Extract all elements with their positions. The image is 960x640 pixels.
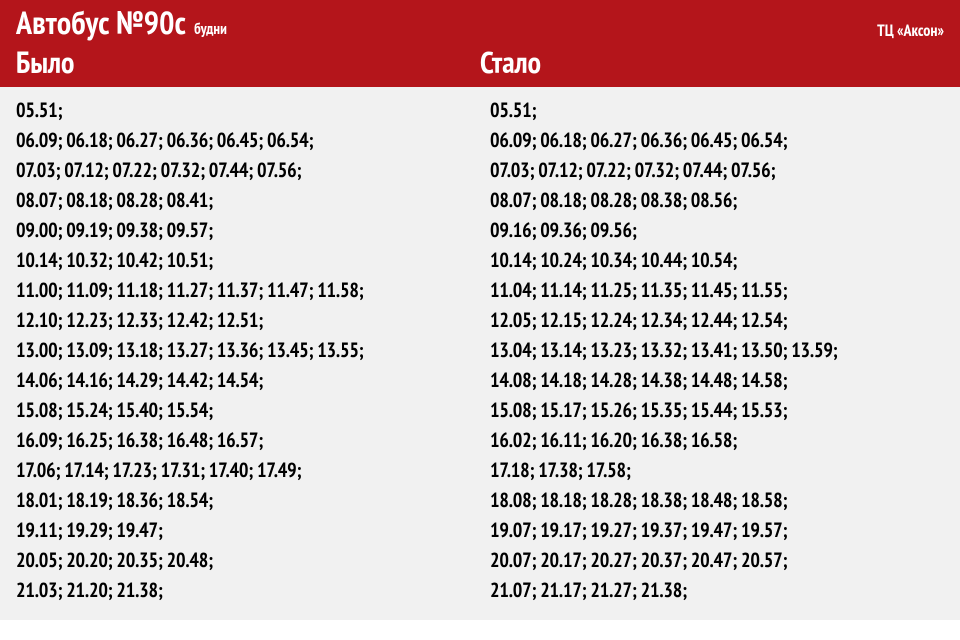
schedule-row: 14.08; 14.18; 14.28; 14.38; 14.48; 14.58… xyxy=(490,370,944,390)
schedule-row: 15.08; 15.17; 15.26; 15.35; 15.44; 15.53… xyxy=(490,400,944,420)
schedule-row: 20.05; 20.20; 20.35; 20.48; xyxy=(16,550,470,570)
col-now: 05.51; 06.09; 06.18; 06.27; 06.36; 06.45… xyxy=(480,95,944,610)
schedule-row: 13.04; 13.14; 13.23; 13.32; 13.41; 13.50… xyxy=(490,340,944,360)
title-row: Автобус №90с будни ТЦ «Аксон» xyxy=(16,6,944,41)
schedule-row: 13.00; 13.09; 13.18; 13.27; 13.36; 13.45… xyxy=(16,340,470,360)
col-head-now: Стало xyxy=(480,47,944,79)
schedule-row: 05.51; xyxy=(490,100,944,120)
header: Автобус №90с будни ТЦ «Аксон» Было Стало xyxy=(0,0,960,87)
schedule-row: 21.03; 21.20; 21.38; xyxy=(16,580,470,600)
schedule-row: 19.11; 19.29; 19.47; xyxy=(16,520,470,540)
schedule-row: 10.14; 10.32; 10.42; 10.51; xyxy=(16,250,470,270)
schedule-row: 09.16; 09.36; 09.56; xyxy=(490,220,944,240)
schedule-row: 10.14; 10.24; 10.34; 10.44; 10.54; xyxy=(490,250,944,270)
bus-title: Автобус №90с xyxy=(16,6,186,40)
col-head-was: Было xyxy=(16,47,480,79)
schedule-row: 17.06; 17.14; 17.23; 17.31; 17.40; 17.49… xyxy=(16,460,470,480)
schedule-row: 12.10; 12.23; 12.33; 12.42; 12.51; xyxy=(16,310,470,330)
schedule-row: 14.06; 14.16; 14.29; 14.42; 14.54; xyxy=(16,370,470,390)
schedule-row: 11.04; 11.14; 11.25; 11.35; 11.45; 11.55… xyxy=(490,280,944,300)
schedule-row: 06.09; 06.18; 06.27; 06.36; 06.45; 06.54… xyxy=(490,130,944,150)
schedule-row: 15.08; 15.24; 15.40; 15.54; xyxy=(16,400,470,420)
schedule-row: 17.18; 17.38; 17.58; xyxy=(490,460,944,480)
schedule-row: 07.03; 07.12; 07.22; 07.32; 07.44; 07.56… xyxy=(490,160,944,180)
title-left: Автобус №90с будни xyxy=(16,6,227,41)
bus-subtitle: будни xyxy=(194,20,227,41)
schedule-row: 07.03; 07.12; 07.22; 07.32; 07.44; 07.56… xyxy=(16,160,470,180)
schedule-row: 19.07; 19.17; 19.27; 19.37; 19.47; 19.57… xyxy=(490,520,944,540)
schedule-row: 05.51; xyxy=(16,100,470,120)
schedule-row: 18.08; 18.18; 18.28; 18.38; 18.48; 18.58… xyxy=(490,490,944,510)
schedule-row: 09.00; 09.19; 09.38; 09.57; xyxy=(16,220,470,240)
schedule-row: 08.07; 08.18; 08.28; 08.41; xyxy=(16,190,470,210)
schedule-row: 06.09; 06.18; 06.27; 06.36; 06.45; 06.54… xyxy=(16,130,470,150)
schedule-row: 20.07; 20.17; 20.27; 20.37; 20.47; 20.57… xyxy=(490,550,944,570)
schedule-row: 11.00; 11.09; 11.18; 11.27; 11.37; 11.47… xyxy=(16,280,470,300)
schedule-row: 16.09; 16.25; 16.38; 16.48; 16.57; xyxy=(16,430,470,450)
schedule-row: 08.07; 08.18; 08.28; 08.38; 08.56; xyxy=(490,190,944,210)
schedule-body: 05.51; 06.09; 06.18; 06.27; 06.36; 06.45… xyxy=(0,87,960,620)
schedule-page: Автобус №90с будни ТЦ «Аксон» Было Стало… xyxy=(0,0,960,640)
col-was: 05.51; 06.09; 06.18; 06.27; 06.36; 06.45… xyxy=(16,95,480,610)
schedule-row: 12.05; 12.15; 12.24; 12.34; 12.44; 12.54… xyxy=(490,310,944,330)
schedule-row: 16.02; 16.11; 16.20; 16.38; 16.58; xyxy=(490,430,944,450)
columns-header: Было Стало xyxy=(16,47,944,79)
schedule-row: 18.01; 18.19; 18.36; 18.54; xyxy=(16,490,470,510)
schedule-row: 21.07; 21.17; 21.27; 21.38; xyxy=(490,580,944,600)
stop-name: ТЦ «Аксон» xyxy=(877,19,944,41)
